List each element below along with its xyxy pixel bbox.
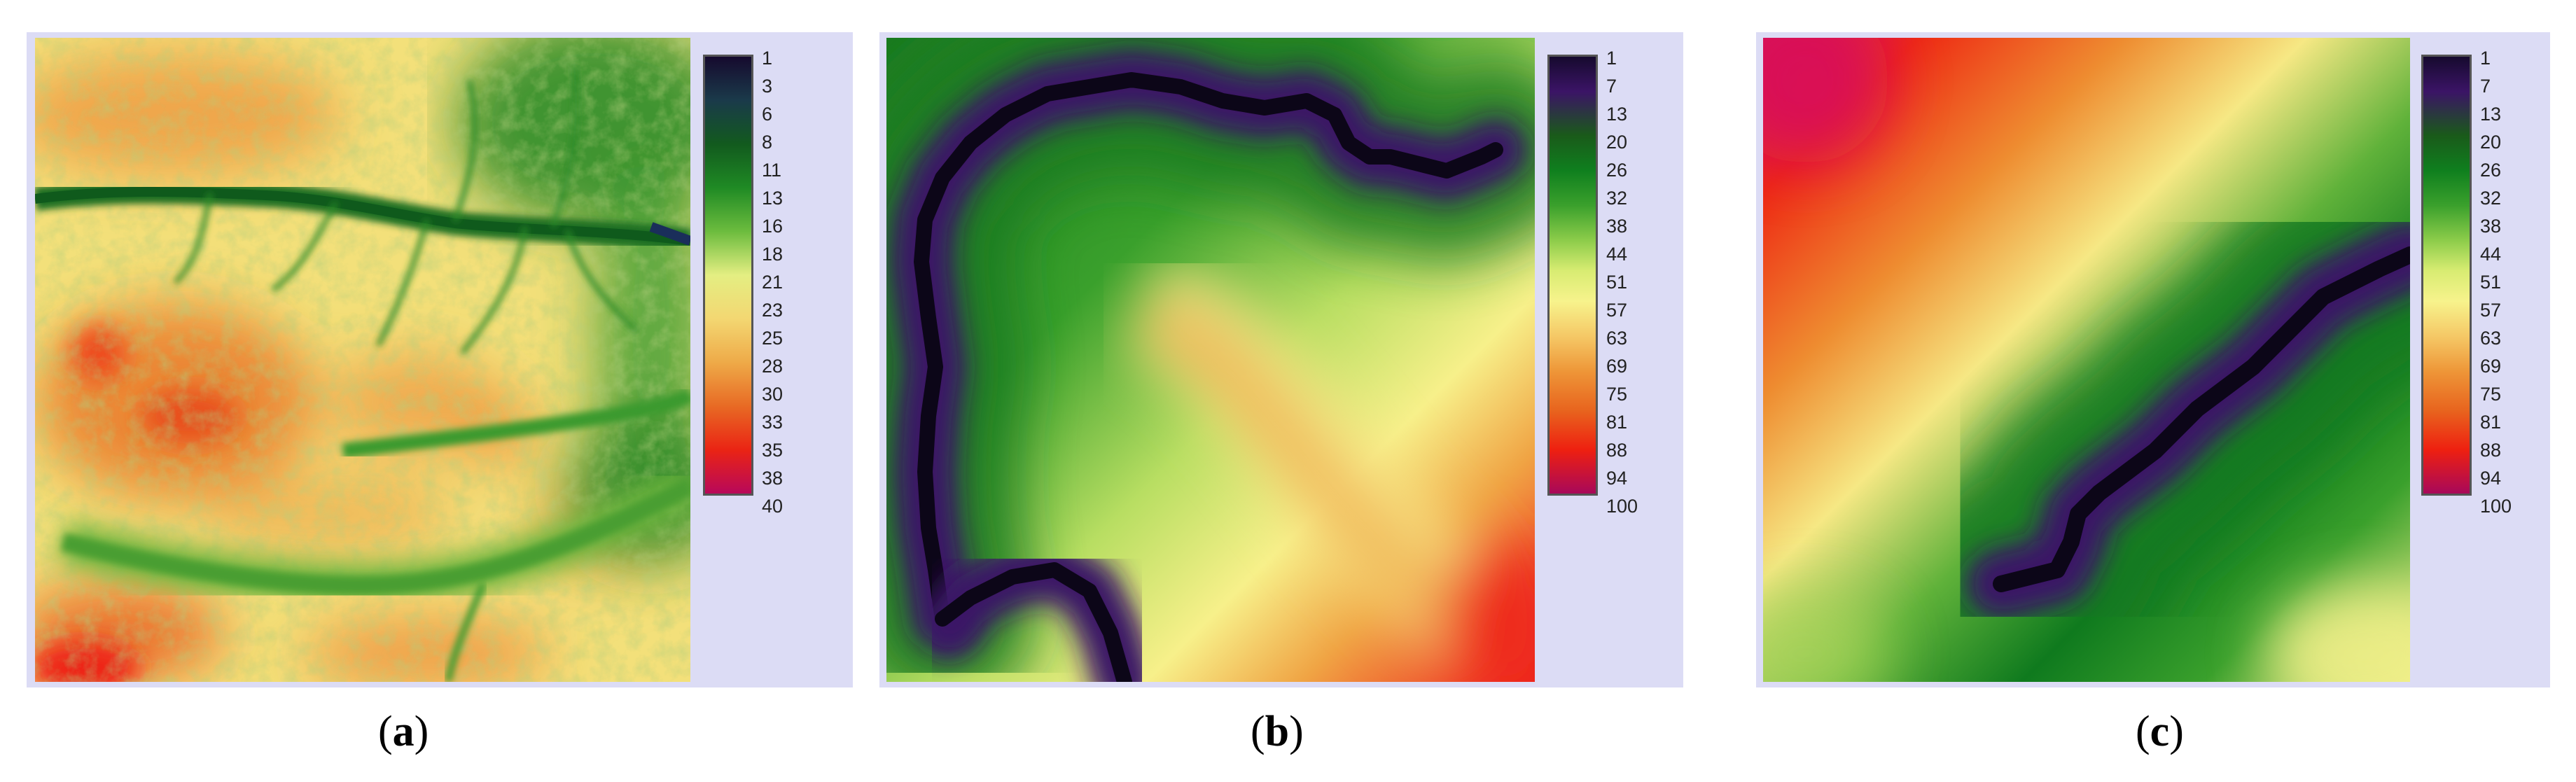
caption-b: (b) bbox=[1251, 708, 1304, 755]
legend-label: 81 bbox=[1606, 412, 1628, 433]
legend-label: 18 bbox=[762, 244, 784, 265]
legend-label: 28 bbox=[762, 356, 784, 377]
legend-label: 75 bbox=[2480, 384, 2502, 405]
legend-label: 30 bbox=[762, 384, 784, 405]
legend-label: 3 bbox=[762, 76, 773, 97]
legend-label: 7 bbox=[2480, 76, 2491, 97]
legend-label: 51 bbox=[1606, 272, 1628, 293]
legend-color-bar bbox=[2421, 55, 2472, 496]
legend-label: 26 bbox=[2480, 160, 2502, 181]
legend-labels: 1 7 13 20 26 32 38 44 51 57 63 69 75 81 … bbox=[1606, 48, 1683, 517]
legend-label: 75 bbox=[1606, 384, 1628, 405]
legend-label: 69 bbox=[2480, 356, 2502, 377]
legend-label: 88 bbox=[1606, 440, 1628, 461]
legend-label: 7 bbox=[1606, 76, 1617, 97]
legend-label: 51 bbox=[2480, 272, 2502, 293]
legend-label: 13 bbox=[2480, 104, 2502, 125]
distance-map-b bbox=[886, 38, 1535, 682]
legend-label: 25 bbox=[762, 328, 784, 349]
legend-label: 1 bbox=[1606, 48, 1617, 69]
legend-label: 8 bbox=[762, 132, 773, 153]
legend-label: 38 bbox=[1606, 216, 1628, 237]
legend-labels: 1 7 13 20 26 32 38 44 51 57 63 69 75 81 … bbox=[2480, 48, 2557, 517]
caption-c: (c) bbox=[2136, 708, 2184, 755]
legend-label: 100 bbox=[1606, 496, 1638, 517]
legend-label: 20 bbox=[1606, 132, 1628, 153]
caption-letter: c bbox=[2150, 708, 2170, 755]
legend-label: 57 bbox=[1606, 300, 1628, 321]
legend-label: 32 bbox=[2480, 188, 2502, 209]
legend-color-bar bbox=[703, 55, 753, 496]
legend-label: 63 bbox=[1606, 328, 1628, 349]
legend-label: 44 bbox=[1606, 244, 1628, 265]
legend-labels: 1 3 6 8 11 13 16 18 21 23 25 28 30 33 35… bbox=[762, 48, 839, 517]
map-panel-a: 1 3 6 8 11 13 16 18 21 23 25 28 30 33 35… bbox=[27, 32, 853, 687]
legend-label: 33 bbox=[762, 412, 784, 433]
caption-a: (a) bbox=[378, 708, 429, 755]
legend-label: 81 bbox=[2480, 412, 2502, 433]
legend-label: 26 bbox=[1606, 160, 1628, 181]
legend-label: 16 bbox=[762, 216, 784, 237]
legend-label: 88 bbox=[2480, 440, 2502, 461]
legend-label: 13 bbox=[1606, 104, 1628, 125]
legend-label: 20 bbox=[2480, 132, 2502, 153]
legend-label: 21 bbox=[762, 272, 784, 293]
legend-label: 1 bbox=[762, 48, 773, 69]
legend-label: 69 bbox=[1606, 356, 1628, 377]
legend-label: 40 bbox=[762, 496, 784, 517]
legend-label: 38 bbox=[2480, 216, 2502, 237]
elevation-map bbox=[35, 38, 690, 682]
legend-label: 38 bbox=[762, 468, 784, 489]
legend-label: 1 bbox=[2480, 48, 2491, 69]
caption-letter: a bbox=[392, 708, 415, 755]
legend-label: 6 bbox=[762, 104, 773, 125]
legend-label: 94 bbox=[1606, 468, 1628, 489]
legend-label: 100 bbox=[2480, 496, 2512, 517]
legend-label: 63 bbox=[2480, 328, 2502, 349]
legend-label: 35 bbox=[762, 440, 784, 461]
map-panel-b: 1 7 13 20 26 32 38 44 51 57 63 69 75 81 … bbox=[879, 32, 1683, 687]
map-panel-c: 1 7 13 20 26 32 38 44 51 57 63 69 75 81 … bbox=[1756, 32, 2550, 687]
legend-label: 13 bbox=[762, 188, 784, 209]
legend-label: 23 bbox=[762, 300, 784, 321]
legend-label: 44 bbox=[2480, 244, 2502, 265]
distance-map-c bbox=[1763, 38, 2410, 682]
legend-label: 32 bbox=[1606, 188, 1628, 209]
legend-color-bar bbox=[1547, 55, 1598, 496]
legend-label: 11 bbox=[762, 160, 782, 181]
legend-label: 57 bbox=[2480, 300, 2502, 321]
caption-letter: b bbox=[1265, 708, 1290, 755]
legend-label: 94 bbox=[2480, 468, 2502, 489]
